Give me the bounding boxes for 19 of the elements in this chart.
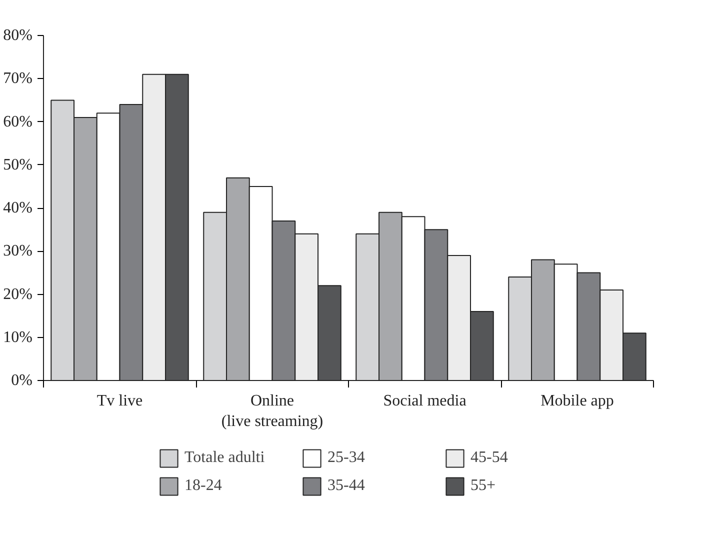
legend-label: 35-44 — [328, 477, 366, 495]
y-tick-label: 70% — [3, 70, 32, 88]
y-tick-label: 0% — [11, 372, 32, 389]
x-tick-label: Mobile app — [540, 392, 614, 410]
y-tick-label: 10% — [3, 328, 32, 346]
y-tick-label: 60% — [3, 113, 32, 130]
y-tick-label: 80% — [3, 27, 32, 44]
legend-label: 25-34 — [328, 449, 366, 467]
x-tick-label: Online (live streaming) — [221, 392, 324, 430]
y-tick-label: 30% — [3, 242, 32, 260]
x-tick-label: Tv live — [96, 392, 143, 410]
y-tick-label: 50% — [3, 156, 32, 174]
y-tick-label: 40% — [3, 200, 32, 216]
legend-label: 55+ — [470, 477, 497, 495]
legend-label: 18-24 — [184, 477, 223, 495]
x-tick-label: Social media — [383, 392, 466, 410]
y-tick-label: 20% — [3, 286, 32, 303]
legend-label: Totale adulti — [184, 449, 266, 467]
legend-label: 45-54 — [470, 449, 509, 467]
